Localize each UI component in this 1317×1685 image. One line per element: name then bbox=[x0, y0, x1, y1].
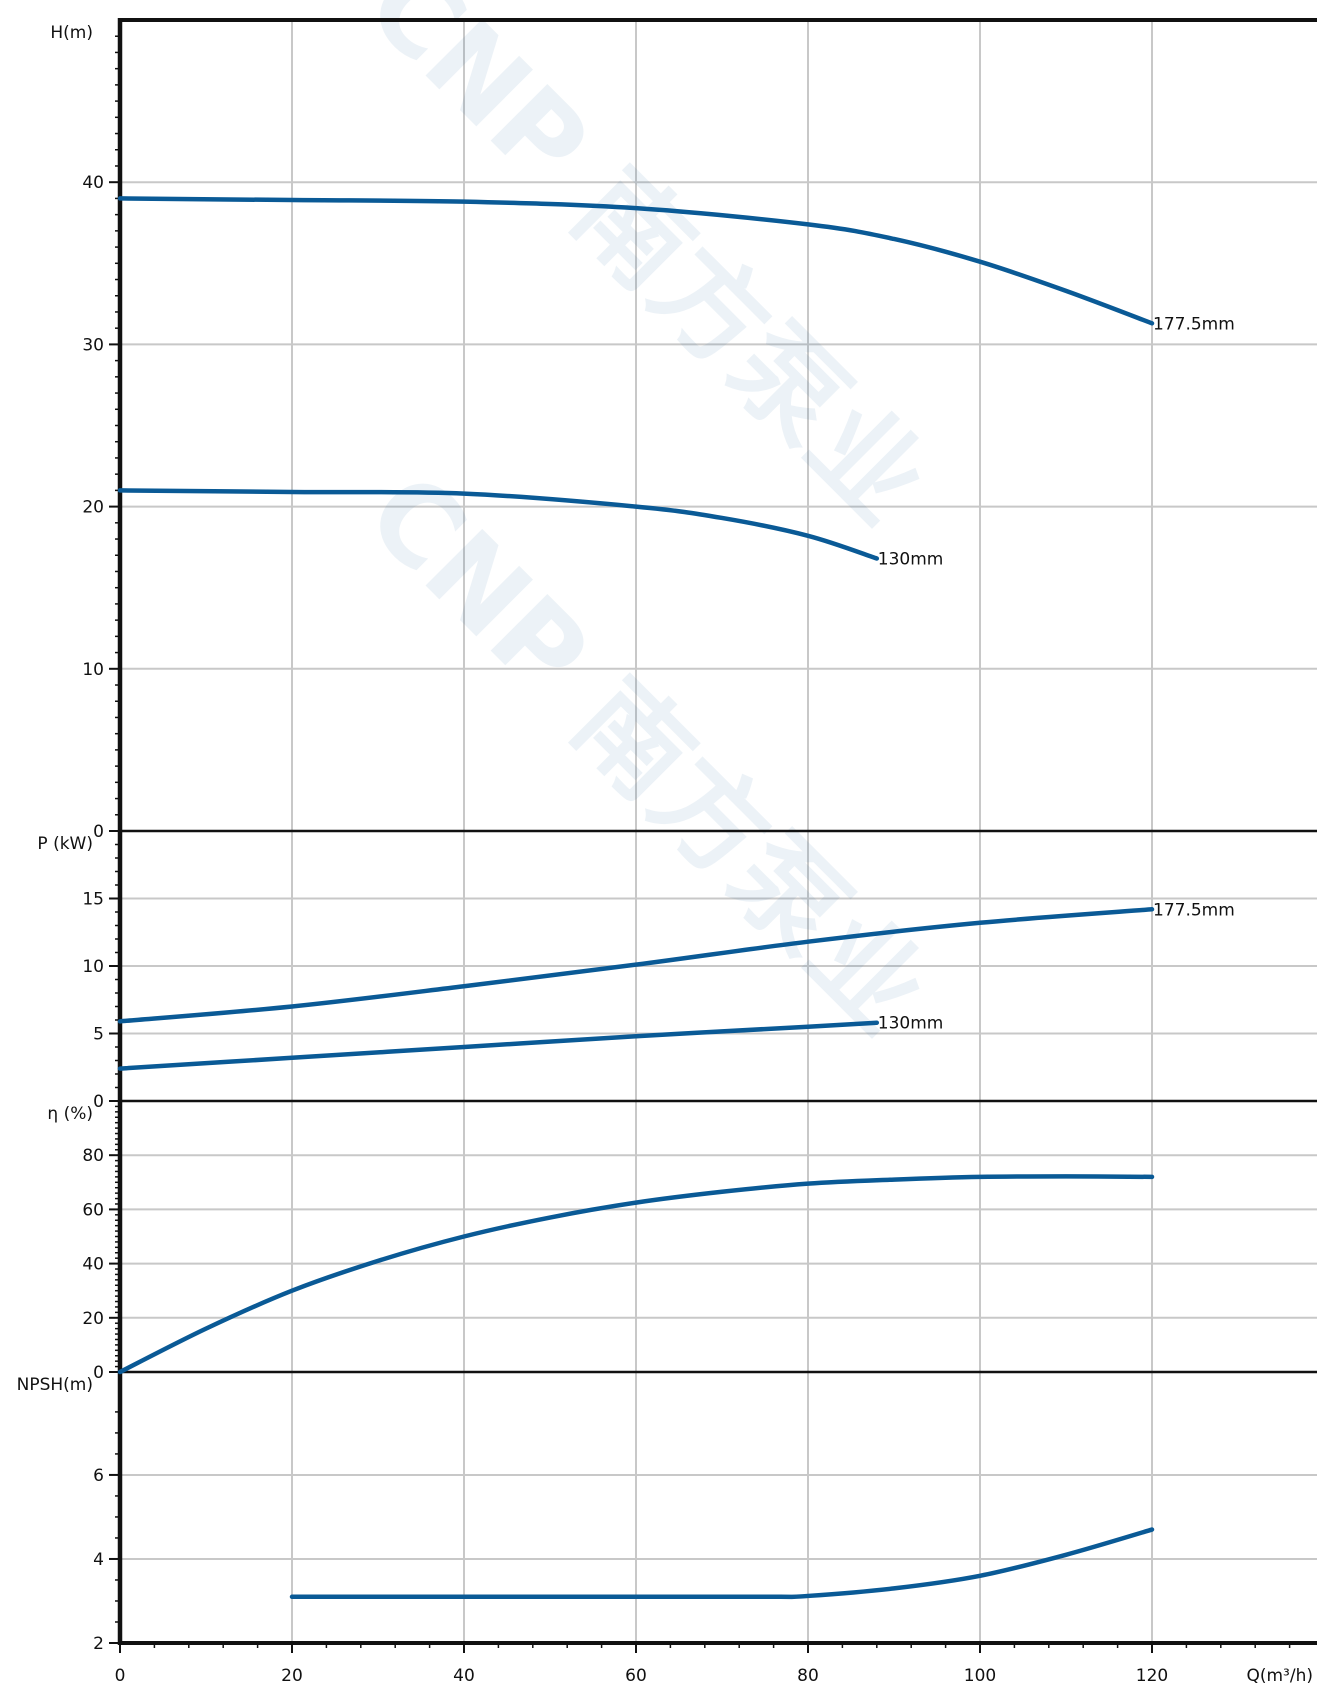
curve-label-power-3: 130mm bbox=[878, 1014, 944, 1034]
curve-label-power-2: 177.5mm bbox=[1153, 900, 1235, 920]
y-axis-label-power: P (kW) bbox=[37, 834, 93, 854]
y-tick-label-power-10: 10 bbox=[82, 957, 104, 977]
x-tick-label-0: 0 bbox=[115, 1666, 126, 1685]
series-head-177.5mm bbox=[117, 196, 1155, 326]
x-tick-label-100: 100 bbox=[964, 1666, 996, 1685]
y-axis-label-efficiency: η (%) bbox=[47, 1104, 93, 1124]
x-tick-label-40: 40 bbox=[453, 1666, 475, 1685]
y-tick-label-efficiency-60: 60 bbox=[82, 1200, 104, 1220]
x-axis-label: Q(m³/h) bbox=[1246, 1666, 1313, 1685]
y-tick-label-head-40: 40 bbox=[82, 173, 104, 193]
y-tick-label-efficiency-80: 80 bbox=[82, 1146, 104, 1166]
series-head-130mm bbox=[117, 488, 880, 561]
y-tick-label-power-15: 15 bbox=[82, 890, 104, 910]
x-tick-label-120: 120 bbox=[1136, 1666, 1168, 1685]
y-axis-label-head: H(m) bbox=[50, 23, 93, 43]
y-tick-label-power-5: 5 bbox=[93, 1025, 104, 1045]
series-power-177.5mm bbox=[117, 907, 1155, 1024]
y-tick-label-npsh-4: 4 bbox=[93, 1550, 104, 1570]
curve-label-head-1: 130mm bbox=[878, 550, 944, 570]
curve-label-head-0: 177.5mm bbox=[1153, 314, 1235, 334]
y-tick-label-efficiency-40: 40 bbox=[82, 1255, 104, 1275]
y-tick-label-head-30: 30 bbox=[82, 335, 104, 355]
series-power-130mm bbox=[117, 1020, 880, 1071]
y-tick-label-npsh-6: 6 bbox=[93, 1466, 104, 1486]
y-tick-label-head-10: 10 bbox=[82, 660, 104, 680]
x-tick-label-60: 60 bbox=[625, 1666, 647, 1685]
x-tick-label-20: 20 bbox=[281, 1666, 303, 1685]
series-efficiency-0 bbox=[117, 1174, 1155, 1375]
series-npsh-0 bbox=[289, 1527, 1155, 1600]
y-tick-label-head-20: 20 bbox=[82, 498, 104, 518]
series-layer bbox=[117, 196, 1155, 1600]
y-tick-label-efficiency-0: 0 bbox=[93, 1363, 104, 1383]
y-axis-label-npsh: NPSH(m) bbox=[17, 1375, 93, 1395]
y-tick-label-head-0: 0 bbox=[93, 822, 104, 842]
y-tick-label-efficiency-20: 20 bbox=[82, 1309, 104, 1329]
y-tick-label-power-0: 0 bbox=[93, 1092, 104, 1112]
label-layer: 177.5mm 130mm 177.5mm 130mm bbox=[878, 314, 1235, 1033]
y-tick-label-npsh-2: 2 bbox=[93, 1634, 104, 1654]
x-tick-label-80: 80 bbox=[797, 1666, 819, 1685]
